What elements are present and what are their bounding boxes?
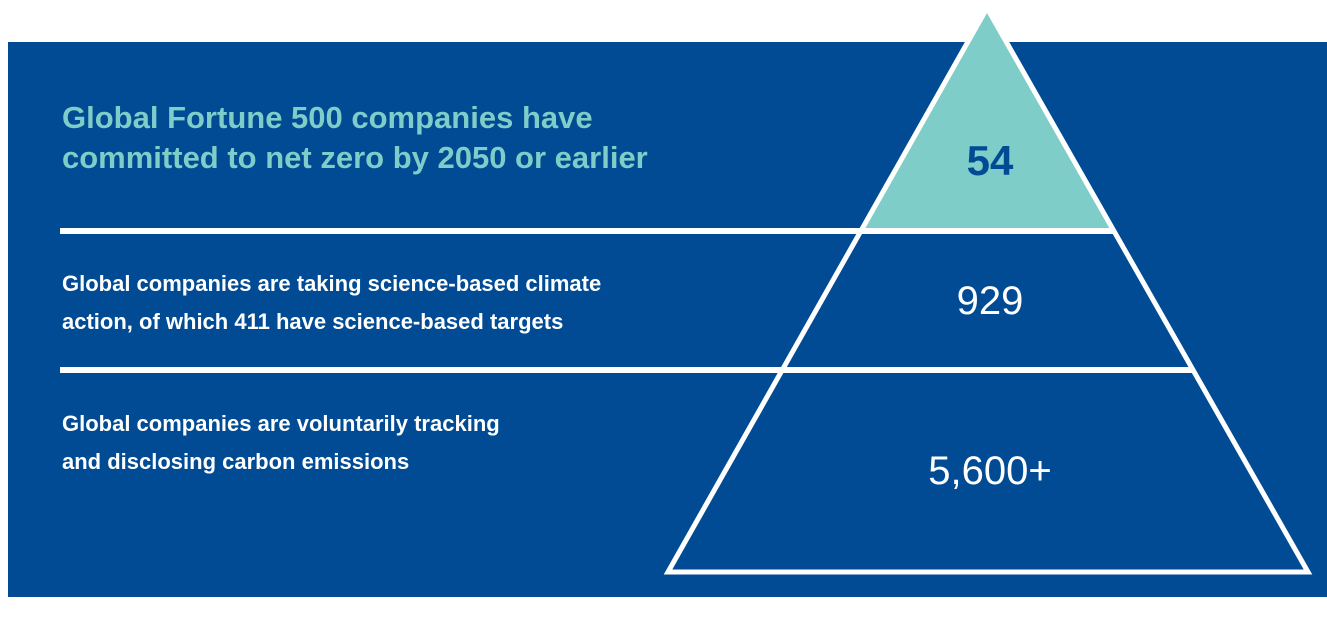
tier-description: and disclosing carbon emissions <box>62 449 409 474</box>
tier-description: Global companies are voluntarily trackin… <box>62 411 500 436</box>
tier-description: Global companies are taking science-base… <box>62 271 601 296</box>
pyramid-top-fill <box>861 8 1113 231</box>
tier-description: committed to net zero by 2050 or earlier <box>62 140 648 175</box>
tier-description: Global Fortune 500 companies have <box>62 100 593 135</box>
background-panel <box>8 42 1327 597</box>
tier-figure: 54 <box>967 137 1014 184</box>
tier-figure: 5,600+ <box>928 449 1051 493</box>
tiers: Global Fortune 500 companies have committ… <box>62 100 1052 493</box>
tier-figure: 929 <box>957 279 1024 323</box>
pyramid-outline <box>663 2 1313 575</box>
tier-description: action, of which 411 have science-based … <box>62 309 563 334</box>
